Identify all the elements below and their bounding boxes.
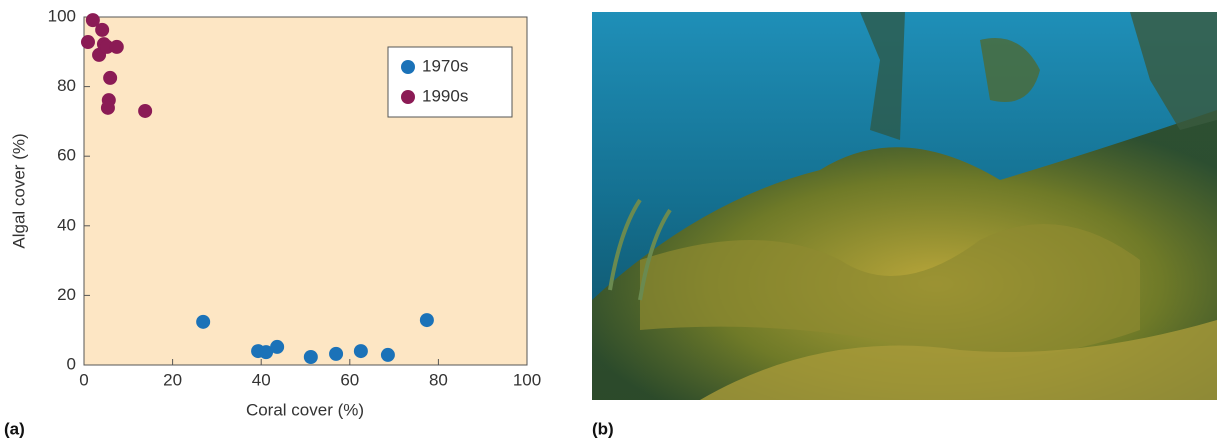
point — [259, 345, 274, 360]
point — [196, 314, 211, 329]
point — [100, 39, 115, 54]
point — [329, 346, 344, 361]
legend-marker — [401, 60, 415, 74]
y-tick-label: 60 — [57, 146, 76, 165]
x-tick-label: 0 — [79, 370, 88, 389]
x-tick-label: 20 — [163, 370, 182, 389]
x-axis-label: Coral cover (%) — [246, 400, 364, 419]
legend-label: 1990s — [422, 86, 468, 105]
x-tick-label: 60 — [340, 370, 359, 389]
point — [109, 39, 124, 54]
legend-marker — [401, 90, 415, 104]
point — [103, 70, 118, 85]
point — [380, 347, 395, 362]
x-tick-label: 80 — [429, 370, 448, 389]
point — [95, 22, 110, 37]
panel-label: (a) — [4, 419, 25, 438]
point — [138, 103, 153, 118]
y-tick-label: 80 — [57, 76, 76, 95]
point — [100, 100, 115, 115]
point — [85, 13, 100, 28]
y-tick-label: 100 — [48, 6, 76, 25]
point — [353, 344, 368, 359]
y-axis-label: Algal cover (%) — [9, 133, 28, 248]
legend-label: 1970s — [422, 56, 468, 75]
y-tick-label: 20 — [57, 285, 76, 304]
panel-label: (b) — [592, 419, 614, 438]
point — [80, 35, 95, 50]
reef-photo — [592, 12, 1217, 400]
legend-box — [387, 46, 513, 118]
y-tick-label: 40 — [57, 215, 76, 234]
y-tick-label: 0 — [67, 354, 76, 373]
point — [303, 349, 318, 364]
x-tick-label: 40 — [252, 370, 271, 389]
point — [270, 339, 285, 354]
x-tick-label: 100 — [513, 370, 541, 389]
point — [419, 313, 434, 328]
